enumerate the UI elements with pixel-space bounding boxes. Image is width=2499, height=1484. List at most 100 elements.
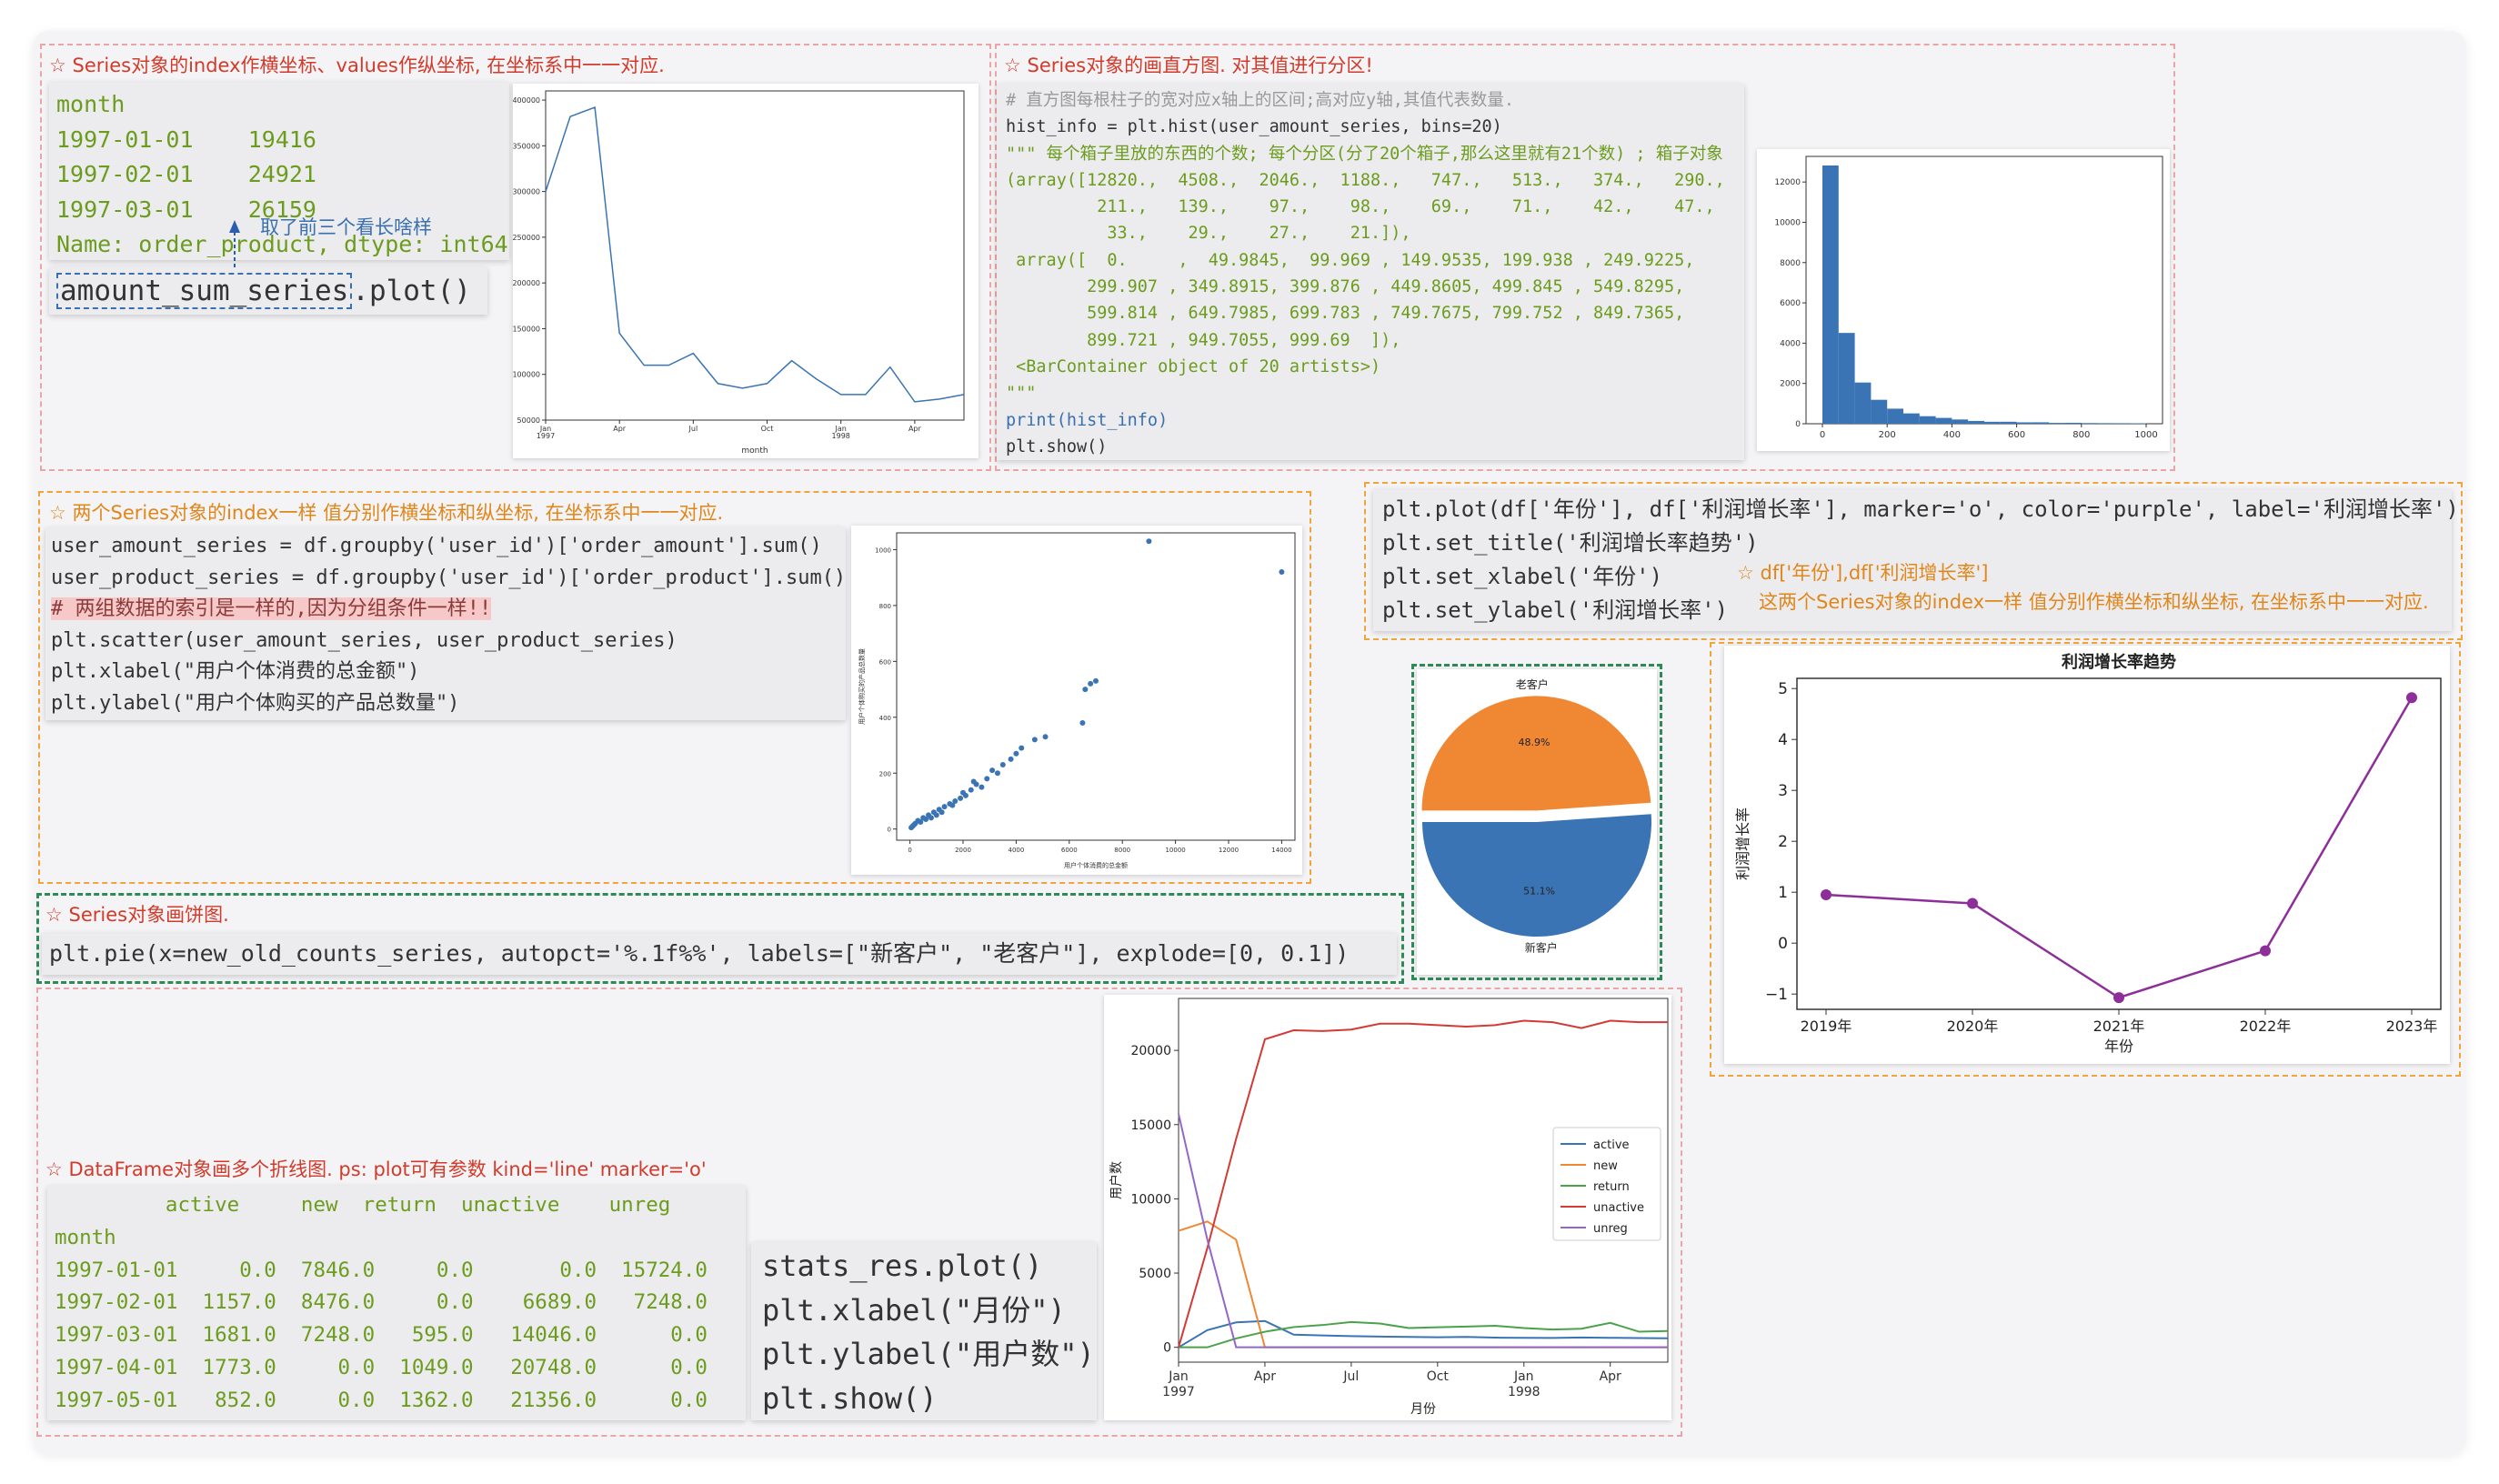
y-tick-label: −1: [1765, 986, 1788, 1004]
scatter-point: [933, 812, 939, 818]
x-tick-label: 200: [1879, 430, 1896, 440]
scatter-point: [989, 767, 996, 774]
scatter-point: [1093, 677, 1099, 684]
output-line: 1997-02-01 24921: [56, 161, 316, 187]
code-line: plt.set_title('利润增长率趋势'): [1382, 530, 1759, 556]
x-tick-label: 2021年: [2093, 1018, 2145, 1035]
scatter-point: [960, 789, 966, 796]
plot-var: amount_sum_series: [56, 273, 353, 309]
histogram-chart: 12000 10000 8000 6000 4000 2000 0 0 200 400 600 800…: [1757, 149, 2170, 451]
y-tick-label: 200: [879, 770, 891, 777]
series-line: [545, 106, 965, 403]
x-tick-label: 2020年: [1947, 1018, 1999, 1035]
table-header: active new return unactive unreg: [55, 1193, 671, 1217]
y-tick-label: 1000: [875, 546, 891, 554]
annotation-arrow: [229, 220, 240, 267]
x-axis-label: month: [741, 446, 768, 456]
scatter-point: [984, 776, 990, 782]
x-tick-label: 2022年: [2240, 1018, 2292, 1035]
growth-note-2: 这两个Series对象的index一样 值分别作横坐标和纵坐标, 在坐标系中一一…: [1759, 591, 2429, 613]
section-series-line: [40, 44, 991, 471]
histogram-bar: [1887, 408, 1903, 424]
code-line: 299.907 , 349.8915, 399.876 , 449.8605, …: [1006, 277, 1685, 297]
dataframe-table: active new return unactive unreg month 1…: [47, 1186, 746, 1420]
x-tick-label: 1998: [832, 432, 850, 440]
code-comment: # 两组数据的索引是一样的,因为分组条件一样!!: [51, 597, 492, 620]
histogram-bar: [2000, 421, 2017, 424]
y-tick-label: 10000: [1130, 1192, 1171, 1207]
x-tick-label: Jan: [1168, 1369, 1189, 1384]
table-row: 1997-04-01 1773.0 0.0 1049.0 20748.0 0.0: [55, 1355, 708, 1379]
y-tick-label: 100000: [513, 371, 540, 379]
order-amount-line-chart: 400000 350000 300000 250000 200000 150000 1000…: [513, 84, 979, 458]
code-line: """ 每个箱子里放的东西的个数; 每个分区(分了20个箱子,那么这里就有21个…: [1006, 144, 1723, 164]
code-line: plt.pie(x=new_old_counts_series, autopct…: [49, 940, 1350, 967]
x-tick-label: 400: [1943, 430, 1961, 440]
code-line: 899.721 , 949.7055, 999.69 ]),: [1006, 330, 1401, 350]
hist-code-block: # 直方图每根柱子的宽对应x轴上的区间;高对应y轴,其值代表数量. hist_i…: [997, 84, 1744, 460]
x-tick-label: Apr: [908, 425, 922, 433]
x-tick-label: 0: [908, 847, 911, 854]
scatter-point: [994, 770, 1000, 777]
histogram-bar: [1838, 333, 1855, 424]
code-line: plt.plot(df['年份'], df['利润增长率'], marker='…: [1382, 496, 2459, 522]
growth-note-1: ☆ df['年份'],df['利润增长率']: [1737, 562, 1989, 584]
y-tick-label: 5: [1778, 680, 1788, 698]
x-tick-label: Jan: [835, 425, 847, 433]
table-row: 1997-02-01 1157.0 8476.0 0.0 6689.0 7248…: [55, 1290, 708, 1315]
plot-frame: [896, 532, 1296, 841]
series-line-unactive: [1178, 1019, 1668, 1348]
scatter-point: [968, 787, 974, 793]
series-line-return: [1179, 1320, 1669, 1349]
pie-code-block: plt.pie(x=new_old_counts_series, autopct…: [42, 933, 1397, 975]
histogram-bar: [2097, 423, 2114, 424]
x-tick-label: 2019年: [1801, 1018, 1852, 1035]
output-line: month: [56, 91, 125, 117]
histogram-bar: [1903, 413, 1920, 424]
scatter-point: [979, 784, 985, 790]
code-line: 211., 139., 97., 98., 69., 71., 42., 47.…: [1006, 197, 1715, 217]
y-tick-label: 5000: [1139, 1267, 1171, 1281]
y-tick-label: 15000: [1130, 1118, 1171, 1133]
chart-title: 利润增长率趋势: [2062, 652, 2176, 672]
x-tick-label: Jan: [539, 425, 551, 433]
user-status-line-chart: 20000 15000 10000 5000 0 Jan 1997 Apr Jul Oct Jan 1…: [1104, 995, 1671, 1420]
scatter-point: [952, 797, 958, 804]
pie-chart: 51.1% 新客户 48.9% 老客户: [1417, 669, 1657, 975]
scatter-point: [938, 809, 945, 816]
data-point: [2406, 692, 2417, 704]
growth-code-block: plt.plot(df['年份'], df['利润增长率'], marker='…: [1373, 489, 2459, 631]
scatter-point: [999, 762, 1006, 768]
y-tick-label: 0: [1778, 935, 1788, 953]
legend-label: unreg: [1593, 1222, 1628, 1236]
code-line: hist_info = plt.hist(user_amount_series,…: [1006, 117, 1502, 137]
code-line: print(hist_info): [1006, 410, 1169, 430]
plot-frame: [545, 90, 965, 421]
x-tick-label: 6000: [1061, 847, 1078, 854]
y-tick-label: 250000: [513, 234, 540, 242]
x-tick-label: Jul: [1342, 1369, 1359, 1384]
pie-frame: [1411, 664, 1662, 980]
series-line: [1825, 697, 2414, 999]
data-point: [1821, 889, 1832, 900]
histogram-bar: [2016, 422, 2033, 424]
y-tick-label: 400000: [513, 96, 540, 105]
section-growth-rate: [1364, 482, 2463, 640]
histogram-bar: [2032, 422, 2050, 424]
y-tick-label: 300000: [513, 188, 540, 196]
code-line: array([ 0. , 49.9845, 99.969 , 149.9535,…: [1006, 250, 1695, 270]
histogram-bar: [2049, 423, 2065, 424]
section-title: ☆ Series对象的index作横坐标、values作纵坐标, 在坐标系中一一…: [49, 55, 665, 76]
code-line: """: [1006, 384, 1037, 404]
scatter-point: [1013, 750, 1019, 757]
x-tick-label: Oct: [761, 425, 774, 433]
x-tick-label: Jul: [688, 425, 698, 433]
x-tick-label: 2023年: [2386, 1018, 2438, 1035]
histogram-bar: [2065, 422, 2082, 424]
plot-frame: [1796, 677, 2442, 1010]
series-line-active: [1178, 1319, 1669, 1349]
pie-label: 老客户: [1516, 677, 1549, 691]
code-line: plt.xlabel("月份"): [762, 1292, 1066, 1328]
scatter-point: [1079, 719, 1086, 726]
